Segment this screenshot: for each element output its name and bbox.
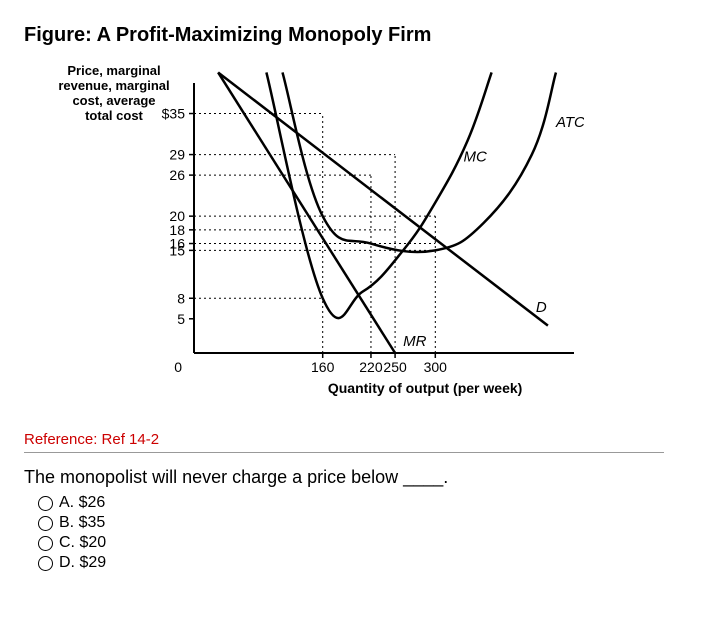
reference-line: Reference: Ref 14-2 [24, 431, 664, 453]
svg-text:300: 300 [424, 359, 448, 375]
monopoly-chart: Price, marginalrevenue, marginalcost, av… [24, 63, 584, 423]
svg-text:D: D [536, 299, 547, 316]
option-d[interactable]: D. $29 [38, 554, 683, 572]
svg-text:160: 160 [311, 359, 335, 375]
svg-text:$35: $35 [162, 106, 186, 122]
option-label: B. $35 [59, 514, 105, 532]
svg-text:revenue, marginal: revenue, marginal [58, 78, 169, 93]
radio-icon [38, 556, 53, 571]
svg-text:0: 0 [174, 359, 182, 375]
svg-text:26: 26 [169, 167, 185, 183]
svg-text:MC: MC [463, 148, 486, 165]
svg-text:Quantity of output (per week): Quantity of output (per week) [328, 380, 522, 396]
figure-title: Figure: A Profit-Maximizing Monopoly Fir… [24, 24, 683, 47]
radio-icon [38, 516, 53, 531]
svg-text:220: 220 [359, 359, 383, 375]
svg-text:cost, average: cost, average [72, 93, 155, 108]
svg-text:ATC: ATC [555, 114, 584, 131]
option-label: A. $26 [59, 494, 105, 512]
radio-icon [38, 496, 53, 511]
svg-text:MR: MR [403, 333, 426, 350]
option-label: C. $20 [59, 534, 106, 552]
svg-text:15: 15 [169, 242, 185, 258]
svg-text:250: 250 [383, 359, 407, 375]
radio-icon [38, 536, 53, 551]
svg-text:Price, marginal: Price, marginal [67, 63, 160, 78]
option-c[interactable]: C. $20 [38, 534, 683, 552]
options-list: A. $26 B. $35 C. $20 D. $29 [24, 494, 683, 572]
question-text: The monopolist will never charge a price… [24, 467, 683, 488]
option-b[interactable]: B. $35 [38, 514, 683, 532]
svg-text:total cost: total cost [85, 108, 143, 123]
svg-text:8: 8 [177, 290, 185, 306]
svg-text:5: 5 [177, 311, 185, 327]
option-a[interactable]: A. $26 [38, 494, 683, 512]
option-label: D. $29 [59, 554, 106, 572]
svg-text:29: 29 [169, 147, 185, 163]
